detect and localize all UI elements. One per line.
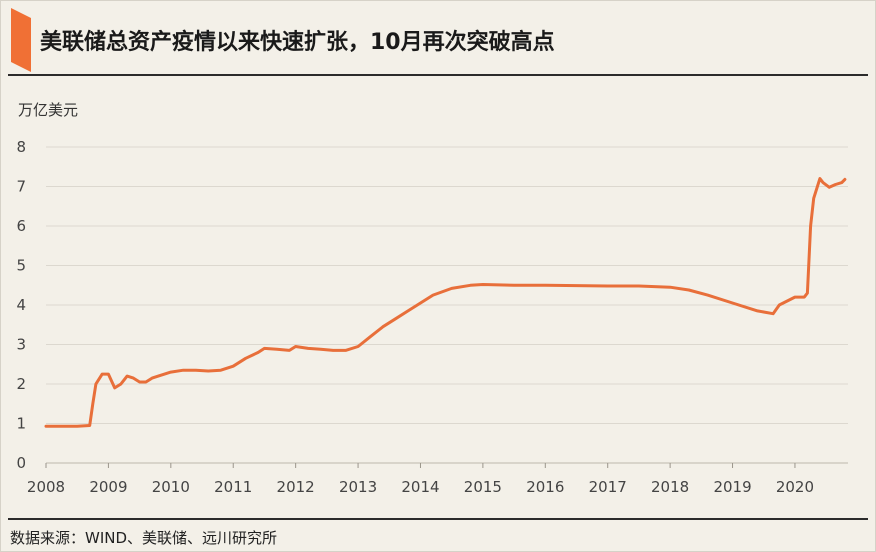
x-tick-label-2016: 2016 <box>526 478 564 496</box>
x-tick-label-2019: 2019 <box>713 478 751 496</box>
title-divider <box>8 74 868 76</box>
x-tick-label-2014: 2014 <box>401 478 439 496</box>
y-tick-label-5: 5 <box>16 257 26 275</box>
title-bar: 美联储总资产疫情以来快速扩张，10月再次突破高点 <box>0 0 876 76</box>
x-tick-label-2011: 2011 <box>214 478 252 496</box>
x-tick-label-2017: 2017 <box>589 478 627 496</box>
x-tick-label-2013: 2013 <box>339 478 377 496</box>
x-tick-label-2009: 2009 <box>89 478 127 496</box>
y-tick-label-3: 3 <box>16 336 26 354</box>
y-tick-label-0: 0 <box>16 454 26 472</box>
y-tick-label-8: 8 <box>16 138 26 156</box>
y-tick-label-2: 2 <box>16 375 26 393</box>
x-tick-label-2020: 2020 <box>776 478 814 496</box>
y-tick-label-7: 7 <box>16 178 26 196</box>
footer-divider <box>8 518 868 520</box>
y-axis-unit-label: 万亿美元 <box>18 101 79 119</box>
x-tick-label-2012: 2012 <box>277 478 315 496</box>
y-tick-label-1: 1 <box>16 415 26 433</box>
x-tick-label-2008: 2008 <box>27 478 65 496</box>
y-tick-label-4: 4 <box>16 296 26 314</box>
y-tick-label-6: 6 <box>16 217 26 235</box>
title-accent-marker <box>11 8 31 72</box>
series-line-0 <box>44 177 847 428</box>
x-tick-label-2018: 2018 <box>651 478 689 496</box>
x-tick-label-2015: 2015 <box>464 478 502 496</box>
data-source-note: 数据来源：WIND、美联储、远川研究所 <box>10 529 278 547</box>
chart-title: 美联储总资产疫情以来快速扩张，10月再次突破高点 <box>40 30 555 55</box>
x-tick-label-2010: 2010 <box>152 478 190 496</box>
